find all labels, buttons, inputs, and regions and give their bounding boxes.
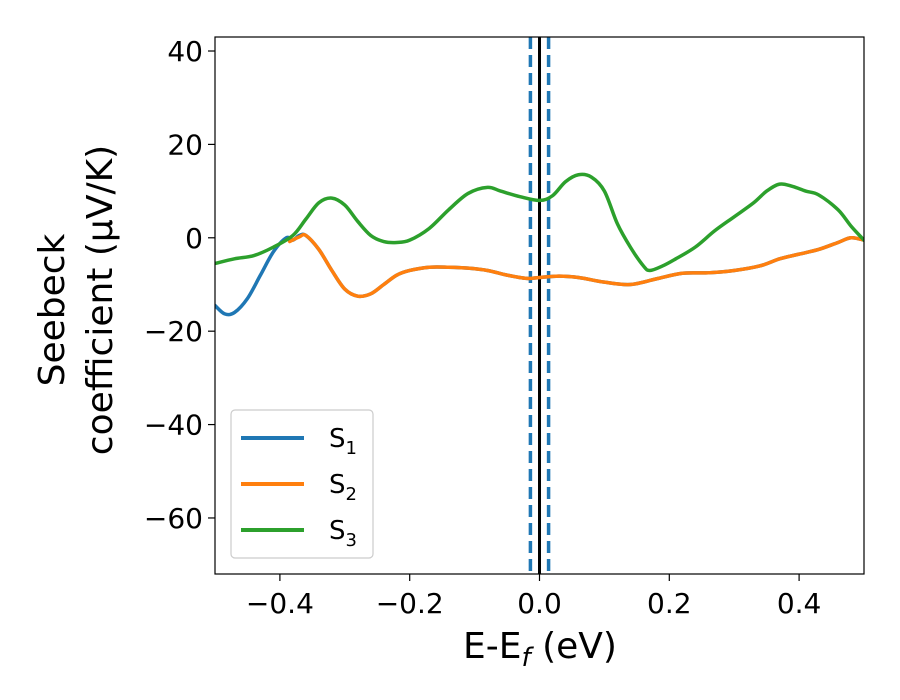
legend: S1 S2 S3 [230,409,374,559]
x-tick-label: 0.0 [517,587,562,620]
y-tick-label: 20 [167,128,203,161]
x-axis-ticks: −0.4 −0.2 0.0 0.2 0.4 [246,574,821,620]
y-axis-label-line2: coefficient (μV/K) [80,145,121,455]
x-tick-label: 0.2 [647,587,692,620]
y-tick-label: −20 [144,315,203,348]
y-tick-label: 0 [185,222,203,255]
x-axis-label: E-Ef (eV) [463,626,617,673]
y-tick-label: 40 [167,35,203,68]
x-tick-label: −0.4 [246,587,314,620]
legend-label-3: S3 [329,516,357,551]
vertical-lines [528,37,551,574]
series-line-3 [215,172,864,273]
x-tick-label: −0.2 [376,587,444,620]
y-axis-ticks: 40 20 0 −20 −40 −60 [144,35,215,535]
legend-label-2: S2 [329,470,357,505]
y-tick-label: −60 [144,502,203,535]
series-line-2 [287,232,864,299]
legend-label-1: S1 [329,424,357,459]
series-lines [215,172,864,317]
x-tick-label: 0.4 [777,587,822,620]
y-tick-label: −40 [144,409,203,442]
y-axis-label-line1: Seebeck [32,233,73,386]
